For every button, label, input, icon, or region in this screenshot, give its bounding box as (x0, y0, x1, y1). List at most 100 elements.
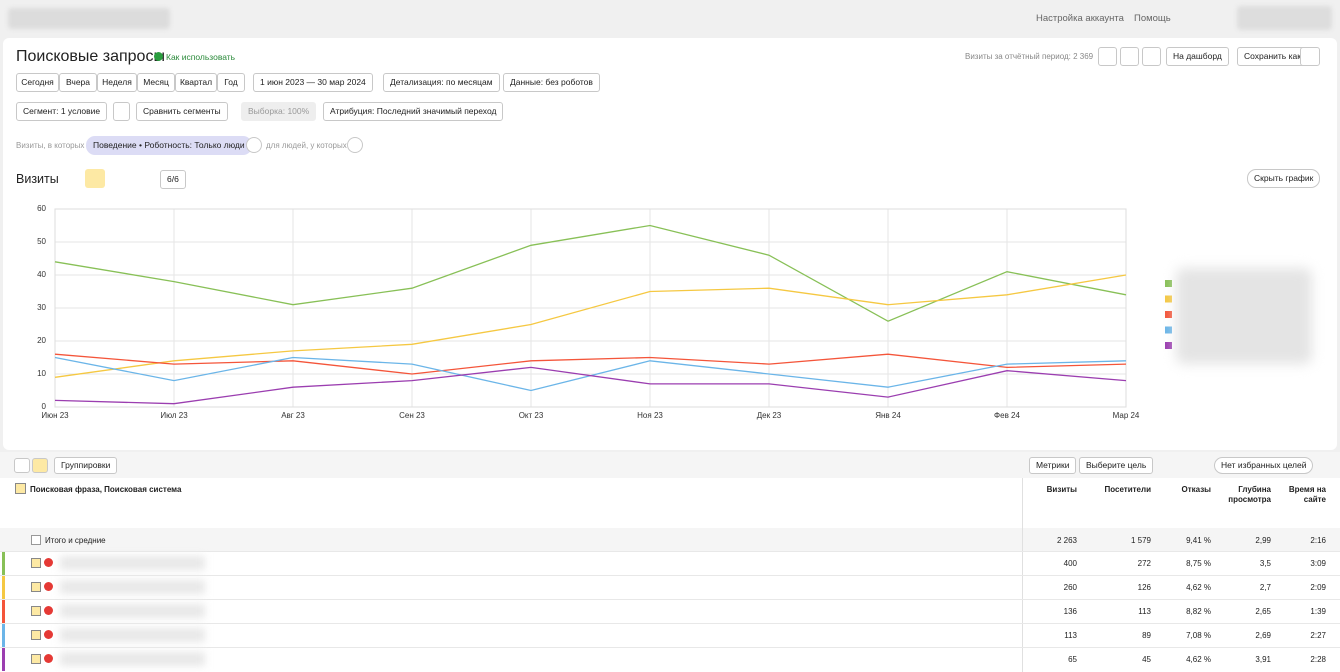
attribution-select[interactable]: Атрибуция: Последний значимый переход (323, 102, 503, 121)
x-tick-label: Фев 24 (994, 411, 1020, 420)
metrics-button[interactable]: Метрики (1029, 457, 1076, 474)
cell-value: 89 (1142, 631, 1151, 640)
legend-labels-blurred (1176, 268, 1312, 364)
period-button[interactable]: Сегодня (16, 73, 59, 92)
row-checkbox[interactable] (31, 582, 41, 592)
x-tick-label: Июн 23 (41, 411, 69, 420)
period-visits: Визиты за отчётный период: 2 369 (965, 52, 1093, 61)
y-tick-label: 10 (37, 369, 46, 378)
cell-value: 272 (1138, 559, 1151, 568)
cell-value: 2:27 (1310, 631, 1326, 640)
cell-value: 1:39 (1310, 607, 1326, 616)
cell-value: 65 (1068, 655, 1077, 664)
period-button[interactable]: Неделя (97, 73, 137, 92)
x-tick-label: Мар 24 (1113, 411, 1140, 420)
compare-button[interactable]: Сравнить сегменты (136, 102, 228, 121)
cell-value: 45 (1142, 655, 1151, 664)
filter-prefix: Визиты, в которых (16, 141, 84, 150)
column-header[interactable]: Время на сайте (1286, 485, 1326, 505)
engine-icon (44, 558, 53, 567)
date-range[interactable]: 1 июн 2023 — 30 мар 2024 (253, 73, 373, 92)
row-color (2, 552, 5, 575)
chart-title: Визиты (16, 172, 59, 186)
cell-value: 8,75 % (1186, 559, 1211, 568)
engine-icon (44, 582, 53, 591)
x-tick-label: Июл 23 (160, 411, 188, 420)
period-button[interactable]: Вчера (59, 73, 97, 92)
dashboard-button[interactable]: На дашборд (1166, 47, 1229, 66)
row-checkbox[interactable] (31, 606, 41, 616)
header-checkbox[interactable] (15, 483, 26, 494)
phrase-blurred (60, 556, 205, 570)
cell-value: 2,69 (1255, 631, 1271, 640)
goal-select[interactable]: Выберите цель (1079, 457, 1153, 474)
column-header[interactable]: Визиты (1032, 485, 1077, 495)
column-header[interactable]: Глубина просмотра (1223, 485, 1271, 505)
series-count[interactable]: 6/6 (160, 170, 186, 189)
cell-value: 113 (1064, 631, 1077, 640)
row-color (2, 648, 5, 671)
data-filter-select[interactable]: Данные: без роботов (503, 73, 600, 92)
row-checkbox[interactable] (31, 654, 41, 664)
cell-value: 7,08 % (1186, 631, 1211, 640)
row-checkbox[interactable] (31, 558, 41, 568)
hide-chart-button[interactable]: Скрыть график (1247, 169, 1320, 188)
engine-icon (44, 606, 53, 615)
share-button[interactable] (1142, 47, 1161, 66)
legend-swatch (1165, 327, 1172, 334)
column-header[interactable]: Отказы (1166, 485, 1211, 495)
engine-icon (44, 630, 53, 639)
row-divider (0, 551, 1340, 552)
x-tick-label: Ноя 23 (637, 411, 663, 420)
segment-button[interactable]: Сегмент: 1 условие (16, 102, 107, 121)
phrase-blurred (60, 580, 205, 594)
row-divider (0, 599, 1340, 600)
filter-chip[interactable]: Поведение • Роботность: Только люди (86, 136, 252, 155)
list-view[interactable] (14, 458, 30, 473)
row-divider (0, 575, 1340, 576)
tree-view[interactable] (32, 458, 48, 473)
period-button[interactable]: Год (217, 73, 245, 92)
detail-select[interactable]: Детализация: по месяцам (383, 73, 500, 92)
line-chart-toggle[interactable] (85, 169, 105, 188)
cell-value: 3:09 (1310, 559, 1326, 568)
add-people-filter[interactable] (347, 137, 363, 153)
save-button[interactable]: Сохранить как (1237, 47, 1308, 66)
favorites-button[interactable]: Нет избранных целей (1214, 457, 1313, 474)
cell-value: 2:28 (1310, 655, 1326, 664)
phrase-blurred (60, 604, 205, 618)
save-dropdown[interactable] (1300, 47, 1320, 66)
export-button[interactable] (1120, 47, 1139, 66)
cell-value: 4,62 % (1186, 655, 1211, 664)
row-color (2, 576, 5, 599)
total-value: 2 263 (1057, 536, 1077, 545)
y-tick-label: 20 (37, 336, 46, 345)
groupings-button[interactable]: Группировки (54, 457, 117, 474)
segment-clear[interactable] (113, 102, 130, 121)
x-tick-label: Сен 23 (399, 411, 425, 420)
column-header[interactable]: Посетители (1091, 485, 1151, 495)
add-filter[interactable] (246, 137, 262, 153)
y-tick-label: 30 (37, 303, 46, 312)
legend-swatch (1165, 311, 1172, 318)
help-link[interactable]: Помощь (1134, 13, 1171, 24)
total-value: 2:16 (1310, 536, 1326, 545)
total-value: 1 579 (1131, 536, 1151, 545)
filter-people: для людей, у которых (266, 141, 347, 150)
cell-value: 2,65 (1255, 607, 1271, 616)
total-checkbox[interactable] (31, 535, 41, 545)
period-button[interactable]: Квартал (175, 73, 217, 92)
row-checkbox[interactable] (31, 630, 41, 640)
cell-value: 8,82 % (1186, 607, 1211, 616)
info-icon (154, 52, 163, 61)
total-value: 2,99 (1255, 536, 1271, 545)
logo (8, 8, 170, 29)
avatar (1237, 6, 1332, 30)
cell-value: 260 (1064, 583, 1077, 592)
sample-select[interactable]: Выборка: 100% (241, 102, 316, 121)
period-button[interactable]: Месяц (137, 73, 175, 92)
legend-swatch (1165, 342, 1172, 349)
history-button[interactable] (1098, 47, 1117, 66)
account-link[interactable]: Настройка аккаунта (1036, 13, 1124, 24)
how-to-link[interactable]: Как использовать (166, 52, 235, 62)
